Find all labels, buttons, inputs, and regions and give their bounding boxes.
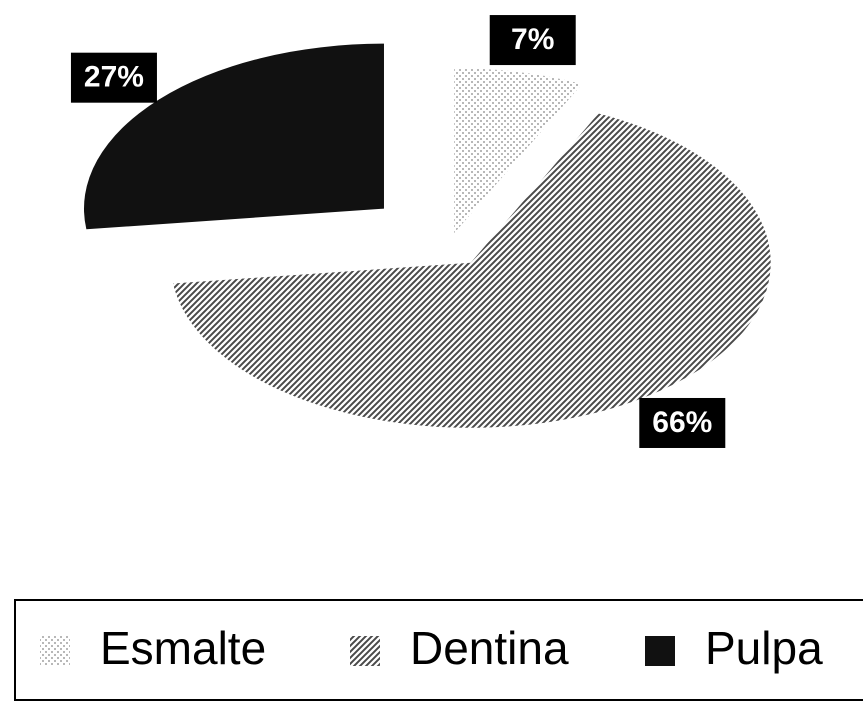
pie-slice: [173, 113, 771, 428]
legend-box: [14, 599, 863, 701]
value-label-box: [489, 15, 576, 66]
legend-swatch: [40, 636, 70, 666]
legend-label: Dentina: [410, 622, 569, 674]
legend-label: Pulpa: [705, 622, 823, 674]
pie-slice: [454, 68, 582, 234]
value-label: 7%: [511, 23, 554, 56]
legend-swatch: [645, 636, 675, 666]
pie-slice: [83, 43, 384, 230]
legend-label: Esmalte: [100, 622, 266, 674]
value-label: 27%: [84, 61, 144, 94]
value-label: 66%: [652, 406, 712, 439]
legend-swatch: [350, 636, 380, 666]
value-label-box: [70, 52, 157, 103]
value-label-box: [639, 397, 726, 448]
